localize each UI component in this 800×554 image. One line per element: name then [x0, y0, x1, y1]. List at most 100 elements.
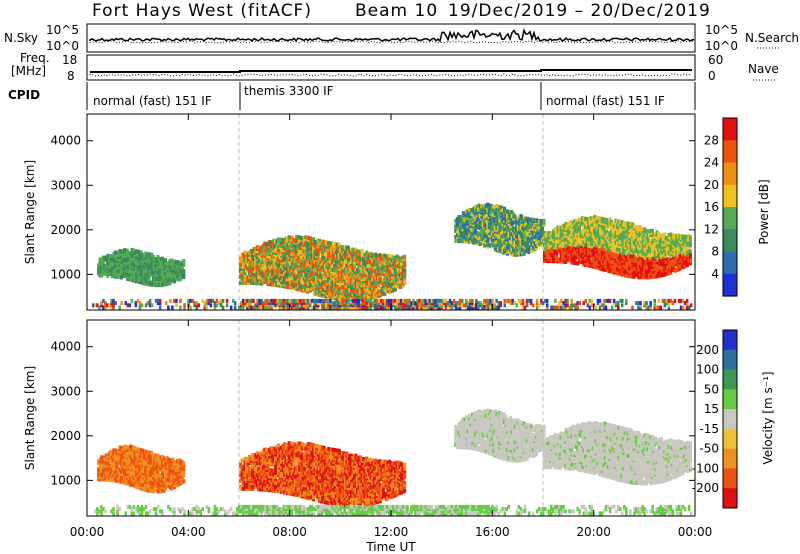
echo-cell [652, 262, 656, 267]
echo-cell [337, 270, 341, 275]
echo-cell [579, 250, 583, 254]
echo-cell [672, 233, 676, 238]
echo-cell [629, 254, 633, 259]
echo-cell [542, 230, 546, 235]
echo-cell [614, 240, 618, 245]
echo-cell [568, 220, 572, 225]
echo-cell [112, 262, 116, 267]
echo-cell [687, 246, 691, 251]
echo-cell [127, 251, 131, 256]
echo-cell [652, 232, 656, 237]
echo-cell [509, 210, 513, 215]
ground-scatter-cell [104, 305, 107, 310]
echo-cell [287, 283, 291, 288]
echo-cell [321, 247, 325, 252]
echo-cell [302, 236, 306, 241]
echo-cell [307, 256, 311, 260]
echo-cell [325, 288, 329, 293]
echo-cell [682, 234, 686, 239]
echo-cell [281, 244, 285, 248]
echo-cell [182, 269, 186, 274]
echo-cell [688, 261, 692, 266]
nave-label: Nave [748, 62, 779, 76]
echo-cell [576, 251, 580, 256]
echo-cell [614, 230, 618, 235]
echo-cell [333, 274, 337, 279]
echo-cell [127, 277, 131, 282]
echo-cell [173, 273, 177, 278]
echo-cell [348, 295, 352, 300]
echo-cell [333, 244, 337, 249]
echo-cell [363, 276, 367, 281]
echo-cell [325, 240, 329, 245]
station-title: Fort Hays West (fitACF) [92, 1, 312, 21]
echo-cell [629, 228, 633, 233]
echo-cell [614, 264, 618, 269]
ground-scatter-cell [110, 298, 113, 303]
echo-cell [272, 270, 276, 275]
echo-cell [458, 223, 462, 228]
echo-cell [667, 247, 671, 252]
echo-cell [507, 231, 511, 236]
echo-cell [133, 258, 137, 263]
echo-cell [257, 275, 261, 280]
echo-cell [660, 233, 663, 238]
echo-cell [515, 252, 519, 257]
echo-cell [348, 261, 352, 266]
echo-cell [310, 270, 314, 275]
echo-cell [685, 250, 689, 255]
ground-scatter-cell [171, 305, 174, 310]
freq-unit: [MHz] [11, 64, 46, 78]
echo-cell [536, 223, 540, 228]
echo-cell [515, 248, 519, 253]
echo-cell [144, 261, 148, 266]
echo-cell [180, 269, 184, 274]
echo-cell [484, 214, 488, 218]
ground-scatter-cell [175, 298, 178, 303]
echo-cell [242, 274, 245, 279]
echo-cell [530, 218, 534, 223]
echo-cell [632, 274, 636, 279]
echo-cell [675, 252, 679, 257]
ground-scatter-cell [102, 298, 105, 303]
echo-cell [576, 261, 580, 266]
echo-cell [135, 255, 139, 260]
echo-cell [333, 288, 337, 293]
echo-cell [386, 264, 390, 269]
ground-scatter-cell [102, 305, 105, 310]
echo-cell [622, 242, 625, 247]
ground-scatter-cell [191, 298, 194, 303]
echo-cell [614, 244, 618, 249]
echo-cell [318, 244, 321, 249]
echo-cell [322, 255, 326, 260]
echo-cell [308, 236, 312, 241]
echo-cell [576, 227, 580, 232]
echo-cell [287, 245, 291, 250]
echo-cell [348, 257, 352, 262]
echo-cell [97, 263, 101, 268]
echo-cell [537, 242, 541, 247]
echo-cell [386, 276, 390, 281]
echo-cell [553, 227, 557, 232]
ground-scatter-cell [189, 298, 192, 303]
echo-cell [537, 226, 541, 230]
nsearch-tick-bottom: 10^0 [705, 39, 738, 53]
echo-cell [637, 249, 641, 254]
echo-cell [637, 229, 641, 234]
echo-cell [264, 263, 268, 268]
nsearch-line [89, 40, 694, 44]
echo-cell [333, 278, 337, 283]
echo-cell [325, 282, 329, 287]
echo-cell [302, 266, 306, 271]
echo-cell [290, 235, 294, 240]
echo-cell [106, 253, 110, 258]
echo-cell [609, 219, 613, 224]
ground-scatter-cell [106, 303, 109, 308]
echo-cell [333, 258, 337, 263]
ground-scatter-cell [110, 303, 113, 308]
echo-cell [515, 218, 519, 223]
echo-cell [310, 254, 314, 259]
echo-cell [530, 236, 534, 241]
ground-scatter-cell [110, 301, 113, 306]
